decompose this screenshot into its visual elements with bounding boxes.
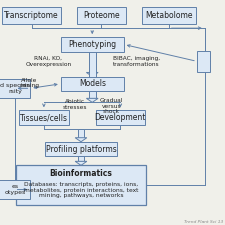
FancyBboxPatch shape: [0, 180, 30, 199]
FancyBboxPatch shape: [2, 7, 61, 24]
Text: Allele
mining: Allele mining: [19, 78, 39, 88]
FancyBboxPatch shape: [16, 165, 146, 205]
Polygon shape: [89, 91, 96, 98]
FancyBboxPatch shape: [76, 7, 126, 24]
Polygon shape: [86, 98, 98, 102]
Polygon shape: [89, 52, 96, 72]
Polygon shape: [78, 129, 84, 138]
FancyBboxPatch shape: [61, 76, 124, 91]
Text: Tissues/cells: Tissues/cells: [20, 113, 68, 122]
Text: Transcriptome: Transcriptome: [4, 11, 59, 20]
Text: Development: Development: [95, 113, 146, 122]
FancyBboxPatch shape: [45, 142, 117, 156]
Text: Models: Models: [79, 79, 106, 88]
Text: Metabolome: Metabolome: [145, 11, 193, 20]
Text: Abiotic
stresses: Abiotic stresses: [63, 99, 88, 110]
Text: Profiling platforms: Profiling platforms: [46, 145, 116, 153]
Polygon shape: [86, 72, 98, 76]
Text: RNAi, KO,
Overexpression: RNAi, KO, Overexpression: [25, 56, 72, 67]
Text: Databases: transcripts, proteins, ions,
metabolites, protein interactions, text
: Databases: transcripts, proteins, ions, …: [24, 182, 138, 198]
FancyBboxPatch shape: [197, 51, 210, 72]
Text: Phenotyping: Phenotyping: [68, 40, 116, 49]
Text: Trend Plant Sci 13: Trend Plant Sci 13: [184, 220, 223, 224]
FancyBboxPatch shape: [19, 110, 69, 125]
Text: BIBAC, imaging,
transformations: BIBAC, imaging, transformations: [112, 56, 160, 67]
Polygon shape: [75, 138, 87, 142]
FancyBboxPatch shape: [0, 79, 30, 98]
Text: d species
rsity: d species rsity: [0, 83, 30, 94]
FancyBboxPatch shape: [61, 37, 124, 52]
FancyBboxPatch shape: [142, 7, 196, 24]
FancyBboxPatch shape: [96, 110, 145, 125]
Text: Proteome: Proteome: [83, 11, 119, 20]
Text: es
otypes: es otypes: [4, 184, 26, 195]
Polygon shape: [78, 156, 84, 161]
Text: Gradual
versus
shock: Gradual versus shock: [100, 98, 123, 115]
Text: Bioinformatics: Bioinformatics: [50, 169, 112, 178]
Polygon shape: [86, 48, 98, 52]
Polygon shape: [89, 48, 96, 76]
Polygon shape: [75, 161, 87, 165]
